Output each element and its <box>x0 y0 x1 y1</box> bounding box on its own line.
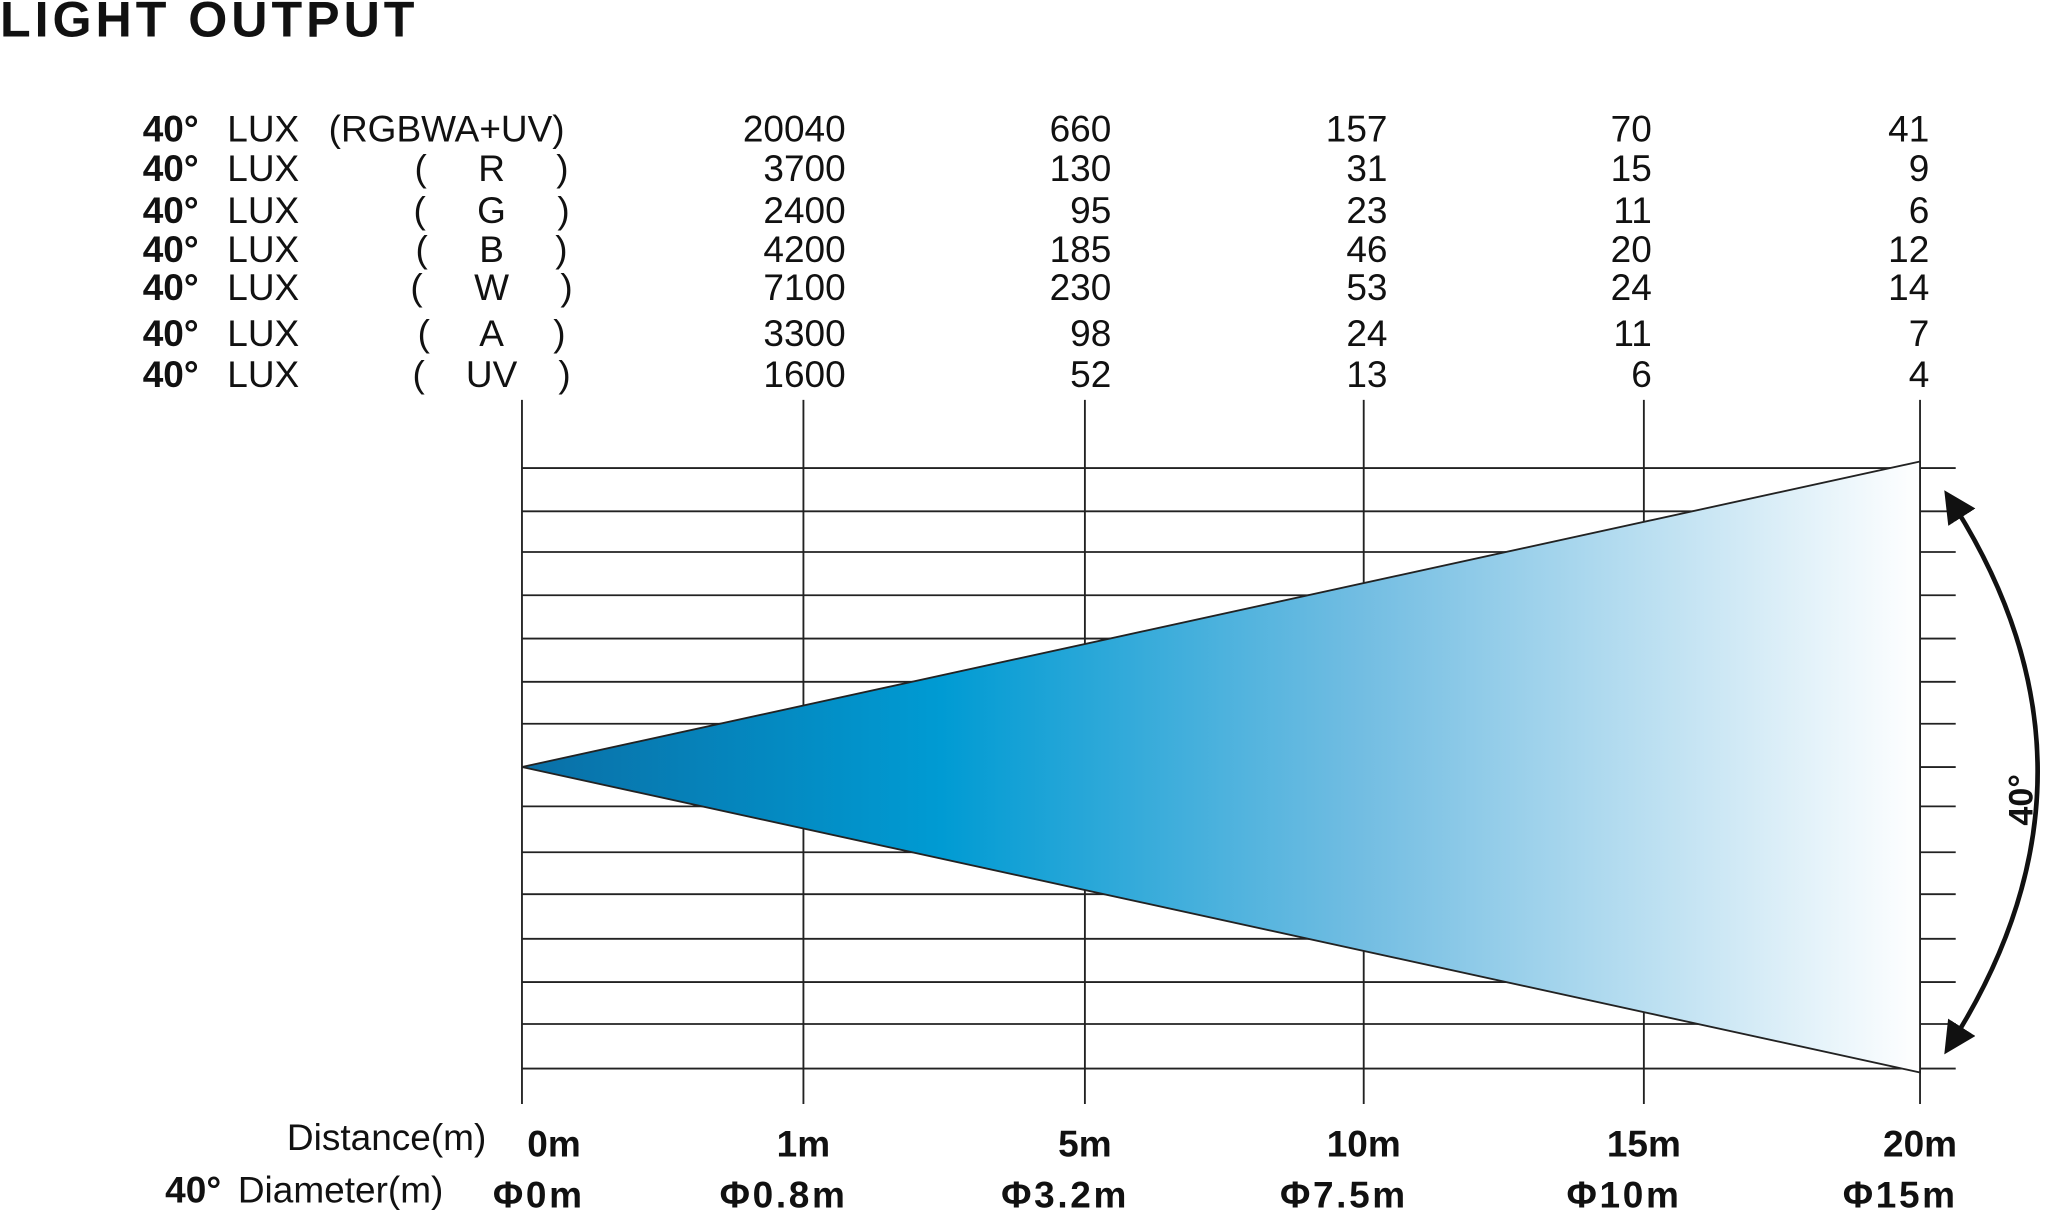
row-angle: 40° <box>143 229 199 270</box>
lux-value: 70 <box>1611 109 1652 150</box>
lux-value: 24 <box>1346 313 1387 354</box>
lux-value: 13 <box>1346 354 1387 395</box>
row-channel: ( UV ) <box>412 354 570 395</box>
beam-angle: 40° <box>2002 774 2040 826</box>
diameter-value: Φ15m <box>1843 1175 1958 1216</box>
lux-value: 6 <box>1631 354 1652 395</box>
lux-value: 7 <box>1909 313 1930 354</box>
lux-value: 41 <box>1888 109 1929 150</box>
lux-value: 31 <box>1346 148 1387 189</box>
title: LIGHT OUTPUT <box>0 0 418 48</box>
lux-value: 11 <box>1613 190 1651 231</box>
lux-value: 2400 <box>763 190 845 231</box>
lux-value: 20040 <box>743 109 846 150</box>
row-channel: ( B ) <box>416 229 568 270</box>
lux-value: 230 <box>1050 267 1112 308</box>
row-channel: (RGBWA+UV) <box>329 109 565 150</box>
diameter-value: Φ7.5m <box>1280 1175 1408 1216</box>
row-unit: LUX <box>227 313 299 354</box>
lux-value: 20 <box>1611 229 1652 270</box>
row-channel: ( G ) <box>413 190 569 231</box>
lux-value: 4200 <box>763 229 845 270</box>
lux-value: 95 <box>1070 190 1111 231</box>
diameter-label: Diameter(m) <box>238 1169 444 1210</box>
diameter-value: Φ3.2m <box>1001 1175 1129 1216</box>
row-unit: LUX <box>227 190 299 231</box>
row-channel: ( R ) <box>415 148 569 189</box>
row-unit: LUX <box>227 229 299 270</box>
lux-value: 23 <box>1346 190 1387 231</box>
lux-value: 98 <box>1070 313 1111 354</box>
lux-value: 15 <box>1611 148 1652 189</box>
row-angle: 40° <box>143 148 199 189</box>
row-angle: 40° <box>143 109 199 150</box>
lux-value: 1600 <box>763 354 845 395</box>
lux-value: 130 <box>1050 148 1112 189</box>
distance-value: 0m <box>527 1124 580 1165</box>
row-angle: 40° <box>143 190 199 231</box>
row-unit: LUX <box>227 109 299 150</box>
lux-value: 660 <box>1050 109 1112 150</box>
diameter-angle: 40° <box>165 1169 221 1210</box>
lux-value: 157 <box>1326 109 1388 150</box>
row-angle: 40° <box>143 313 199 354</box>
lux-value: 6 <box>1909 190 1930 231</box>
distance-value: 10m <box>1327 1124 1401 1165</box>
lux-value: 53 <box>1346 267 1387 308</box>
row-unit: LUX <box>227 148 299 189</box>
angle-arrow <box>1944 490 2040 1055</box>
lux-value: 46 <box>1346 229 1387 270</box>
row-unit: LUX <box>227 267 299 308</box>
lux-value: 7100 <box>763 267 845 308</box>
lux-value: 11 <box>1613 313 1651 354</box>
beam-cone <box>521 460 1921 1074</box>
lux-value: 185 <box>1050 229 1112 270</box>
lux-value: 14 <box>1888 267 1929 308</box>
row-angle: 40° <box>143 267 199 308</box>
row-channel: ( W ) <box>410 267 572 308</box>
row-channel: ( A ) <box>418 313 566 354</box>
lux-value: 52 <box>1070 354 1111 395</box>
lux-value: 24 <box>1611 267 1652 308</box>
row-unit: LUX <box>227 354 299 395</box>
diameter-value: Φ0.8m <box>720 1175 848 1216</box>
row-angle: 40° <box>143 354 199 395</box>
lux-value: 12 <box>1888 229 1929 270</box>
lux-value: 3700 <box>763 148 845 189</box>
lux-value: 3300 <box>763 313 845 354</box>
distance-value: 20m <box>1883 1124 1957 1165</box>
distance-label: Distance(m) <box>287 1117 486 1158</box>
distance-value: 1m <box>777 1124 830 1165</box>
diameter-value: Φ10m <box>1567 1175 1682 1216</box>
lux-value: 4 <box>1909 354 1930 395</box>
lux-value: 9 <box>1909 148 1930 189</box>
distance-value: 15m <box>1607 1124 1681 1165</box>
distance-value: 5m <box>1058 1124 1111 1165</box>
diameter-value: Φ0m <box>493 1175 585 1216</box>
